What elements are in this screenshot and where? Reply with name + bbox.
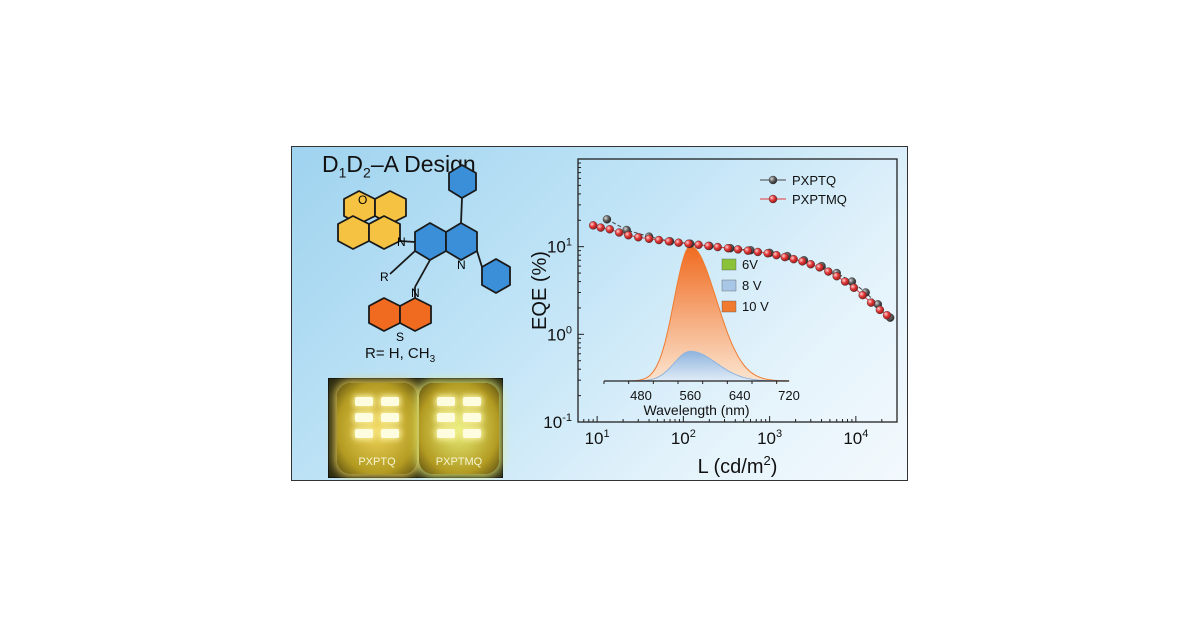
inset-legend-swatch — [721, 300, 737, 313]
device-pixel — [355, 397, 373, 406]
y-tick-label: 100 — [547, 324, 572, 344]
data-point-pxptmq — [882, 311, 892, 320]
inset-legend-label: 6V — [742, 257, 758, 272]
x-tick-label: 101 — [585, 428, 610, 448]
data-point-pxptmq — [753, 247, 763, 257]
inset-legend: 6V 8 V 10 V — [721, 257, 769, 314]
data-point-pxptmq — [780, 252, 789, 262]
data-point-pxptmq — [596, 223, 605, 232]
data-point-pxptmq — [704, 241, 713, 251]
device-pixel — [381, 429, 399, 438]
data-point-pxptq — [602, 215, 612, 224]
sulfur-atom: S — [396, 330, 404, 344]
spectrum-8v — [604, 350, 789, 382]
nitrogen-atom-quinoline: N — [457, 258, 466, 272]
phenyl-ring-right — [481, 258, 511, 294]
data-point-pxptmq — [588, 221, 598, 230]
device-pixel — [437, 413, 455, 422]
molecular-structure: O N N S R N — [337, 164, 511, 344]
nitrogen-atom-phenoxazine: N — [397, 235, 406, 249]
device-label: PXPTQ — [358, 456, 396, 468]
legend-marker — [768, 175, 778, 185]
device-pixel — [463, 413, 481, 422]
device-pxptmq: PXPTMQ — [419, 383, 499, 474]
data-point-pxptmq — [832, 272, 841, 281]
data-point-pxptmq — [614, 228, 624, 237]
data-point-pxptmq — [713, 242, 722, 252]
data-point-pxptmq — [875, 305, 885, 315]
data-point-pxptmq — [866, 298, 876, 307]
data-point-pxptmq — [858, 290, 867, 300]
data-point-pxptmq — [772, 250, 781, 260]
data-point-pxptmq — [806, 260, 815, 269]
inset-x-tick-label: 640 — [729, 388, 751, 403]
data-point-pxptmq — [798, 257, 807, 266]
data-point-pxptmq — [763, 249, 772, 258]
legend-marker — [768, 194, 778, 204]
inset-x-tick-label: 720 — [778, 388, 800, 403]
figure-panel: D1D2–A Design — [291, 146, 908, 481]
data-point-pxptmq — [849, 283, 859, 292]
data-point-pxptmq — [815, 263, 824, 272]
device-pixel — [463, 429, 481, 438]
inset-legend-swatch — [721, 258, 737, 271]
data-point-pxptmq — [723, 244, 733, 253]
y-axis-label: EQE (%) — [529, 251, 551, 330]
r-substituents: R= H, CH3 — [365, 345, 436, 365]
oxygen-atom: O — [358, 193, 367, 207]
y-tick-label: 10-1 — [543, 412, 572, 432]
data-point-pxptmq — [733, 245, 743, 254]
phenoxazine-donor — [337, 190, 407, 250]
legend-label: PXPTMQ — [792, 192, 847, 207]
eqe-chart: 480 560 640 720 Wavelength (nm) 6V 8 V 10 V 10… — [529, 158, 898, 478]
inset-x-tick-label: 480 — [630, 388, 652, 403]
inset-legend-label: 8 V — [742, 278, 762, 293]
device-photo: PXPTQ PXPTMQ — [328, 378, 503, 478]
data-point-pxptmq — [624, 231, 633, 240]
phenyl-ring-top — [448, 164, 477, 199]
inset-x-axis-label: Wavelength (nm) — [643, 402, 749, 418]
x-tick-label: 102 — [671, 428, 696, 448]
data-point-pxptmq — [634, 233, 643, 242]
x-tick-label: 103 — [757, 428, 782, 448]
inset-legend-swatch — [721, 279, 737, 292]
data-point-pxptmq — [824, 267, 833, 276]
data-point-pxptmq — [684, 239, 693, 248]
device-pxptq: PXPTQ — [337, 383, 417, 474]
nitrogen-atom-phenothiazine: N — [411, 286, 420, 300]
data-point-pxptmq — [664, 237, 674, 246]
data-series — [588, 215, 895, 322]
plot-frame — [577, 158, 898, 423]
device-pixel — [355, 429, 373, 438]
quinoline-acceptor — [414, 164, 511, 294]
device-pixel — [355, 413, 373, 422]
phenothiazine-donor — [368, 259, 432, 332]
device-pixel — [381, 397, 399, 406]
x-tick-label: 104 — [843, 428, 868, 448]
data-point-pxptmq — [694, 240, 703, 250]
data-point-pxptmq — [605, 225, 614, 234]
y-tick-label: 101 — [547, 237, 572, 257]
legend-label: PXPTQ — [792, 173, 836, 188]
r-group-label: R — [380, 270, 389, 284]
device-pixel — [381, 413, 399, 422]
chart-legend: PXPTQ PXPTMQ — [760, 173, 847, 207]
data-point-pxptmq — [644, 234, 654, 243]
device-pixel — [463, 397, 481, 406]
data-point-pxptmq — [743, 246, 753, 255]
inset-x-tick-label: 560 — [679, 388, 701, 403]
x-axis-label: L (cd/m2) — [698, 453, 778, 478]
design-title: D1D2–A Design — [322, 151, 476, 181]
main-axes: 101 102 103 104 10-1 100 101 L (cd/m2) EQE (%) — [529, 158, 898, 478]
inset-legend-label: 10 V — [742, 299, 769, 314]
inset-axes: 480 560 640 720 Wavelength (nm) — [603, 380, 800, 418]
device-pixel — [437, 397, 455, 406]
device-label: PXPTMQ — [435, 456, 483, 468]
data-point-pxptmq — [654, 235, 664, 245]
data-point-pxptmq — [840, 277, 850, 286]
data-point-pxptmq — [674, 238, 683, 247]
data-point-pxptmq — [789, 254, 798, 264]
device-pixel — [437, 429, 455, 438]
